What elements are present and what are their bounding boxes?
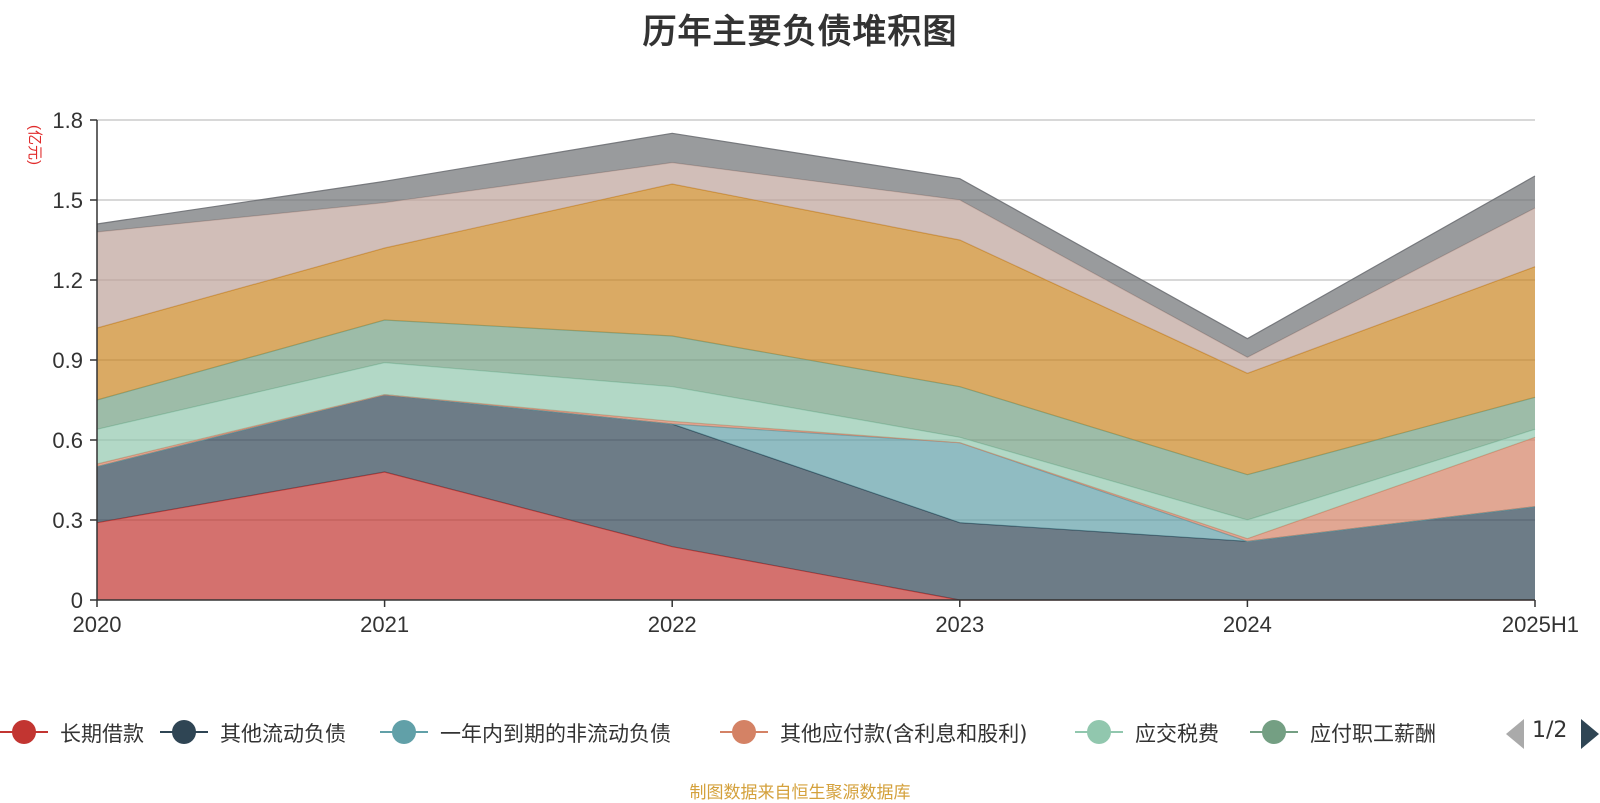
legend-circle-icon (392, 720, 416, 744)
legend-circle-icon (172, 720, 196, 744)
axes: 0 0.3 0.6 0.9 1.2 1.5 1.8 2020 2021 2022 2023 2024 2… (52, 108, 1579, 637)
legend-label: 长期借款 (60, 722, 144, 746)
area-series-2[interactable] (97, 394, 1535, 542)
legend-circle-icon (1262, 720, 1286, 744)
area-series-0[interactable] (97, 472, 1535, 600)
legend-label: 应付职工薪酬 (1310, 722, 1436, 746)
legend-next-page-icon[interactable] (1581, 719, 1599, 749)
legend-pager: 1/2 (1500, 716, 1600, 750)
y-tick-label: 0.3 (52, 508, 83, 533)
data-source-note: 制图数据来自恒生聚源数据库 (689, 783, 911, 803)
area-series-5[interactable] (97, 320, 1535, 520)
y-tick-label: 0.6 (52, 428, 83, 453)
chart-title: 历年主要负债堆积图 (642, 12, 958, 52)
y-tick-label: 1.5 (52, 188, 83, 213)
x-tick-label: 2025H1 (1502, 612, 1579, 637)
area-series-6[interactable] (97, 184, 1535, 475)
legend-label: 应交税费 (1135, 722, 1219, 746)
chart-plot: 0 0.3 0.6 0.9 1.2 1.5 1.8 2020 2021 2022 2023 2024 2… (26, 108, 1579, 637)
legend-circle-icon (1087, 720, 1111, 744)
y-tick-label: 0 (71, 588, 83, 613)
y-tick-label: 1.8 (52, 108, 83, 133)
area-series-line-8 (96, 132, 1536, 340)
legend-circle-icon (732, 720, 756, 744)
x-tick-label: 2020 (73, 612, 122, 637)
x-tick-label: 2021 (360, 612, 409, 637)
x-tick-label: 2022 (648, 612, 697, 637)
x-tick-label: 2023 (935, 612, 984, 637)
legend-page-indicator: 1/2 (1532, 718, 1568, 743)
area-series-7[interactable] (97, 162, 1535, 374)
legend-label: 其他流动负债 (220, 722, 346, 746)
legend-label: 一年内到期的非流动负债 (440, 722, 671, 746)
area-series-1[interactable] (97, 394, 1535, 600)
y-tick-label: 1.2 (52, 268, 83, 293)
stacked-areas (96, 132, 1536, 601)
legend-circle-icon (12, 720, 36, 744)
area-series-line-5 (96, 319, 1536, 476)
y-tick-label: 0.9 (52, 348, 83, 373)
chart-legend: 长期借款 其他流动负债 一年内到期的非流动负债 其他应付款(含利息和股利) 应交税费 应付… (0, 712, 1480, 752)
y-axis-unit-label: (亿元) (26, 125, 43, 165)
area-series-8[interactable] (97, 133, 1535, 358)
legend-prev-page-icon[interactable] (1506, 719, 1524, 749)
x-tick-label: 2024 (1223, 612, 1272, 637)
legend-label: 其他应付款(含利息和股利) (780, 722, 1028, 746)
